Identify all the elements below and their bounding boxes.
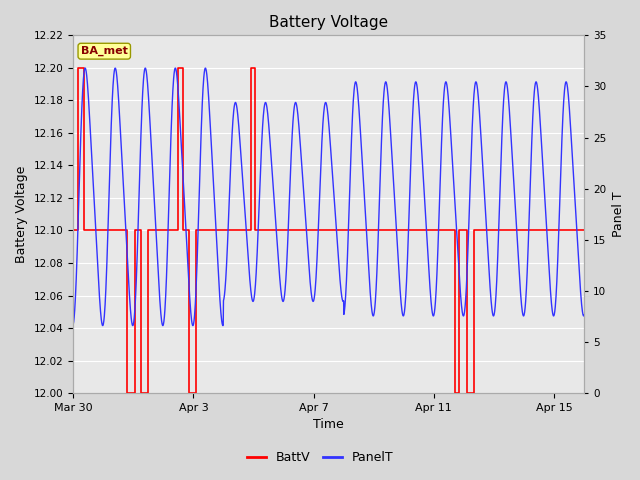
Text: BA_met: BA_met (81, 46, 128, 56)
Title: Battery Voltage: Battery Voltage (269, 15, 388, 30)
Y-axis label: Panel T: Panel T (612, 192, 625, 237)
Y-axis label: Battery Voltage: Battery Voltage (15, 166, 28, 263)
Legend: BattV, PanelT: BattV, PanelT (242, 446, 398, 469)
X-axis label: Time: Time (314, 419, 344, 432)
